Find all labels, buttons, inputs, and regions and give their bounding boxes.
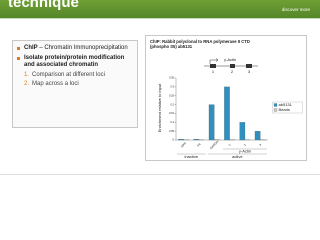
bar	[178, 139, 184, 141]
y-tick-label: 0	[173, 138, 175, 142]
legend-swatch	[273, 108, 278, 112]
y-tick-label: 0.35	[169, 76, 175, 80]
bullet-text: – Chromatin Immunoprecipitation	[39, 45, 128, 51]
item-text: Map across a loci	[32, 81, 79, 87]
footer-rule	[0, 174, 320, 175]
item-text: Comparison at different loci	[32, 72, 105, 78]
x-tick-label: GAPDH	[209, 140, 219, 150]
bullet: Isolate protein/protein modification and…	[17, 55, 133, 69]
y-tick-label: 0.2	[170, 102, 174, 106]
gene-label: γ-Actin	[224, 57, 236, 62]
numbered-item: 1. Comparison at different loci	[17, 72, 133, 79]
tss-arrow	[209, 58, 219, 64]
bar	[193, 139, 200, 141]
slide-title: technique	[8, 0, 79, 11]
numbered-item: 2. Map across a loci	[17, 81, 133, 88]
gene-exon	[230, 64, 235, 68]
bar	[224, 86, 230, 141]
bar	[229, 139, 236, 141]
chart-title: ChIP: Rabbit polyclonal to RNA polymeras…	[150, 39, 250, 44]
bar	[239, 122, 246, 141]
gene-exon	[246, 64, 252, 68]
discover-more-link[interactable]: discover more	[281, 7, 310, 12]
bullet-box: ChIP – Chromatin Immunoprecipitation Iso…	[12, 40, 138, 128]
region-label: 1	[212, 69, 215, 74]
y-tick-label: 0.25	[169, 93, 175, 97]
group-label: inactive	[185, 154, 199, 159]
x-tick-label: F8	[196, 142, 202, 148]
item-number: 1.	[24, 72, 30, 78]
sub-group-label: γ-Actin	[239, 149, 251, 154]
legend-swatch	[273, 103, 278, 107]
bullet-term: ChIP	[24, 45, 38, 51]
legend-label: Beads	[279, 107, 290, 112]
chart-box: ChIP: Rabbit polyclonal to RNA polymeras…	[145, 35, 307, 161]
header-bar	[0, 0, 320, 18]
bullet-text: Isolate protein/protein modification and…	[24, 55, 125, 68]
item-number: 2.	[24, 81, 30, 87]
y-axis-label: Enrichment relative to input	[157, 83, 162, 132]
legend-label: ab5131	[279, 102, 293, 107]
bullet: ChIP – Chromatin Immunoprecipitation	[17, 45, 133, 52]
x-tick-label: 3	[258, 143, 262, 147]
group-label: active	[232, 154, 243, 159]
x-tick-label: 2	[243, 143, 247, 147]
y-tick-label: 0.05	[169, 129, 175, 133]
bar	[208, 104, 215, 141]
gene-exon	[210, 64, 216, 68]
slide: technique discover more ChIP – Chromatin…	[0, 0, 320, 175]
y-tick-label: 0.1	[170, 120, 174, 124]
x-tick-label: 1	[228, 143, 232, 147]
region-label: 2	[231, 69, 234, 74]
chart-subtitle: (phospho S5) ab5131	[150, 44, 193, 49]
bar	[214, 139, 220, 141]
header-rule	[0, 18, 320, 19]
legend-box	[272, 101, 303, 114]
x-tick-label: APR	[180, 141, 188, 149]
region-label: 3	[248, 69, 251, 74]
chart: ChIP: Rabbit polyclonal to RNA polymeras…	[150, 39, 303, 159]
y-tick-label: 0.15	[169, 111, 175, 115]
y-tick-label: 0.3	[170, 85, 174, 89]
bar	[254, 131, 261, 141]
